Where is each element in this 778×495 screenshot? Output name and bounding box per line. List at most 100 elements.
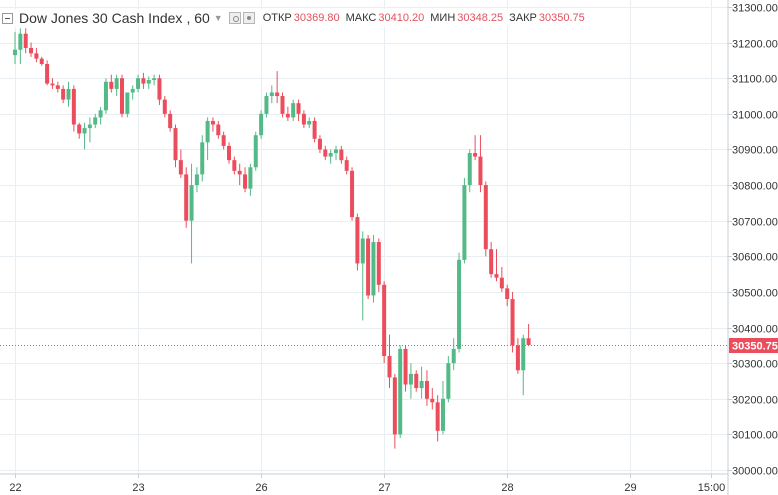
candle[interactable] [462,177,467,264]
candle[interactable] [210,117,215,132]
candle[interactable] [398,345,403,438]
candle[interactable] [141,72,146,89]
candle[interactable] [371,234,376,303]
candle[interactable] [355,213,360,271]
candle[interactable] [328,149,333,164]
candle[interactable] [505,284,510,307]
candle[interactable] [23,28,28,54]
candle[interactable] [478,135,483,193]
resolution-label[interactable]: , 60 [186,10,210,26]
candle[interactable] [77,122,82,139]
candle[interactable] [280,92,285,118]
candle[interactable] [130,85,135,100]
candle[interactable] [50,78,55,89]
candle[interactable] [467,149,472,193]
candle[interactable] [301,110,306,129]
candle[interactable] [285,106,290,121]
symbol-name[interactable]: Dow Jones 30 Cash Index [19,10,183,26]
candle[interactable] [39,56,44,66]
candle[interactable] [109,74,114,93]
candle[interactable] [253,131,258,171]
candle[interactable] [146,76,151,89]
candle[interactable] [173,124,178,168]
candle[interactable] [87,117,92,143]
candle[interactable] [152,74,157,86]
candle[interactable] [82,122,87,150]
candle[interactable] [264,92,269,118]
candle[interactable] [157,74,162,105]
candle[interactable] [194,167,199,193]
candle[interactable] [510,291,515,353]
candle[interactable] [296,99,301,121]
candle[interactable] [168,110,173,132]
candle[interactable] [483,181,488,257]
candle[interactable] [125,92,130,118]
candle[interactable] [221,131,226,150]
candle[interactable] [55,81,60,93]
candle[interactable] [200,135,205,182]
candle[interactable] [317,135,322,154]
candle[interactable] [424,370,429,406]
candle[interactable] [451,338,456,371]
candle[interactable] [339,145,344,164]
candle[interactable] [162,96,167,118]
candle[interactable] [403,345,408,392]
candle[interactable] [414,370,419,392]
candle[interactable] [360,231,365,321]
candle[interactable] [120,74,124,118]
candle[interactable] [419,366,424,399]
candle[interactable] [29,42,34,57]
candle[interactable] [515,338,520,374]
candle[interactable] [446,356,451,403]
candle[interactable] [178,149,183,178]
candle[interactable] [114,74,119,97]
candle[interactable] [237,163,242,186]
candle[interactable] [441,380,445,435]
candle[interactable] [232,156,237,175]
candle[interactable] [71,85,76,132]
candle[interactable] [243,167,248,193]
candle[interactable] [103,78,108,114]
candle[interactable] [489,242,494,278]
candle[interactable] [499,266,504,292]
candle[interactable] [435,395,440,442]
candle[interactable] [366,234,371,300]
candle[interactable] [457,252,462,353]
candle[interactable] [382,281,387,364]
candle[interactable] [184,167,189,228]
candle[interactable] [473,135,478,161]
candle[interactable] [18,28,23,64]
candle[interactable] [350,167,355,221]
candle[interactable] [205,117,210,161]
candle[interactable] [248,163,253,196]
candle[interactable] [93,113,98,129]
candle[interactable] [307,117,312,129]
candle[interactable] [323,145,328,161]
candle[interactable] [269,85,274,104]
candle[interactable] [521,334,526,396]
candle[interactable] [66,81,71,107]
candle[interactable] [291,99,296,121]
candle[interactable] [61,85,66,104]
candle[interactable] [275,71,280,104]
gear-icon[interactable] [242,12,255,24]
candle[interactable] [494,249,499,282]
candle[interactable] [216,120,221,139]
candle[interactable] [136,74,141,93]
candle[interactable] [227,142,231,164]
candle[interactable] [334,145,338,161]
candle[interactable] [189,163,194,264]
candle[interactable] [392,373,397,449]
chevron-down-icon[interactable]: ▼ [213,13,223,23]
candle[interactable] [312,117,317,143]
candle[interactable] [376,238,381,292]
candle[interactable] [98,106,103,125]
candle[interactable] [430,388,435,410]
collapse-legend-icon[interactable] [2,12,13,24]
candle[interactable] [45,60,50,86]
candle[interactable] [13,31,17,64]
candle[interactable] [259,110,264,139]
candle[interactable] [387,334,392,389]
candle[interactable] [34,47,39,63]
